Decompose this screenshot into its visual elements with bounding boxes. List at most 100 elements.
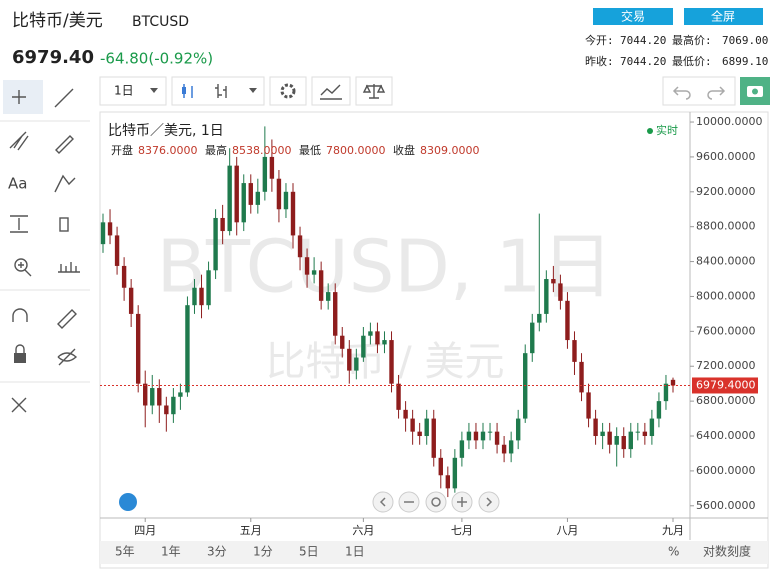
candle-body [354,357,359,371]
candle-body [579,361,584,393]
zoom-handle[interactable] [18,262,32,277]
brush-icon[interactable] [55,135,74,154]
candle-body [600,431,605,437]
rect-icon[interactable] [59,217,69,232]
candle-body [220,217,225,232]
line-icon[interactable] [54,88,74,108]
title: 比特币/美元 [12,11,103,31]
interval[interactable]: 1日 [114,84,134,98]
zoom-icon[interactable] [14,258,28,272]
redo-icon[interactable] [707,86,726,100]
candle-body [311,270,317,275]
candle-body [473,431,479,441]
candle-body [501,444,507,454]
candle-body [515,418,521,441]
candle-body [389,340,394,384]
candle-body [438,457,443,476]
y-tick-label: 6400.0000 [696,429,756,442]
last-price-box [692,377,758,394]
crosshair-icon[interactable] [12,90,26,104]
hide-icon[interactable] [57,348,78,366]
bar-icon[interactable] [215,84,227,98]
trade-label[interactable]: 交易 [621,9,645,24]
candle-body [347,348,352,371]
pencil-icon[interactable] [57,309,77,329]
tools-icon[interactable] [11,397,27,413]
candle-body [361,335,366,358]
pattern-icon[interactable] [54,174,76,193]
stat: 今开: [585,33,614,47]
settings-button[interactable] [269,76,307,106]
undo-icon[interactable] [672,86,691,100]
y-tick-label: 6800.0000 [696,394,756,407]
chart-frame [99,111,769,569]
magnet-icon[interactable] [12,308,28,322]
y-tick-label: 7200.0000 [696,359,756,372]
range-option[interactable]: 3分 [207,545,227,559]
stat: 7069.00 [722,34,768,47]
measure-icon[interactable] [10,215,28,233]
pitchfork-icon[interactable] [9,131,29,151]
candle-body [114,235,120,266]
chart-toolbar: 1日 [99,76,770,106]
legend-value: 7800.0000 [326,144,386,157]
lock-shackle[interactable] [15,344,25,353]
reset[interactable] [425,491,447,513]
candle-body [656,401,662,419]
fullscreen-label[interactable]: 全屏 [711,9,735,24]
candle-body [487,431,493,433]
candle-body [318,270,324,301]
candle-body [417,431,422,437]
candle-body [107,222,113,236]
stat: 6899.10 [722,55,768,68]
legend-label: 收盘 [393,143,415,157]
logo [119,493,137,511]
indicator-button[interactable] [311,76,351,106]
candle-body [494,431,500,445]
log-toggle[interactable]: 对数刻度 [703,544,751,559]
legend-value: 8376.0000 [138,144,198,157]
candle-body [403,409,408,419]
y-tick-label: 5600.0000 [696,499,756,512]
candle-body [241,183,246,223]
candle-body [182,87,186,94]
legend-label: 最低 [299,144,321,157]
candle-body [431,418,436,458]
stat: 最低价: [672,55,712,68]
candle-body [614,436,619,445]
y-tick-label: 8400.0000 [696,255,756,268]
candle-body [227,165,232,232]
ruler-icon[interactable] [58,262,80,273]
lock-icon[interactable] [14,353,26,363]
nav-right[interactable] [478,491,500,513]
candle-body [192,287,197,306]
candle-body [480,431,486,441]
candle-body [628,431,633,450]
gear-icon [280,83,296,99]
range-option[interactable]: 1年 [161,545,181,559]
fullscreen-button[interactable] [684,8,763,25]
range-option[interactable]: 5日 [299,545,319,559]
left-toolbar: Aa [0,80,90,413]
nav-left[interactable] [372,491,394,513]
candle-body [551,279,556,284]
compare-icon [362,84,386,99]
live-dot [647,128,653,134]
range-option[interactable]: 5年 [115,545,135,559]
text-tool[interactable]: Aa [8,175,27,193]
candle-body [530,322,535,354]
percent-toggle[interactable]: % [668,545,679,559]
legend-value: 8309.0000 [420,144,480,157]
last-price-label: 6979.4000 [696,378,756,391]
candle-body [572,340,577,362]
candle-body [276,178,282,210]
dropdown-arrow [150,88,158,93]
trade-button[interactable] [593,8,673,25]
x-tick-label: 七月 [451,524,473,537]
range-option[interactable]: 1日 [345,545,365,559]
stat: 最高价: [672,33,712,47]
candle-body [670,379,676,386]
camera-lens [752,88,758,95]
range-option[interactable]: 1分 [253,545,273,559]
